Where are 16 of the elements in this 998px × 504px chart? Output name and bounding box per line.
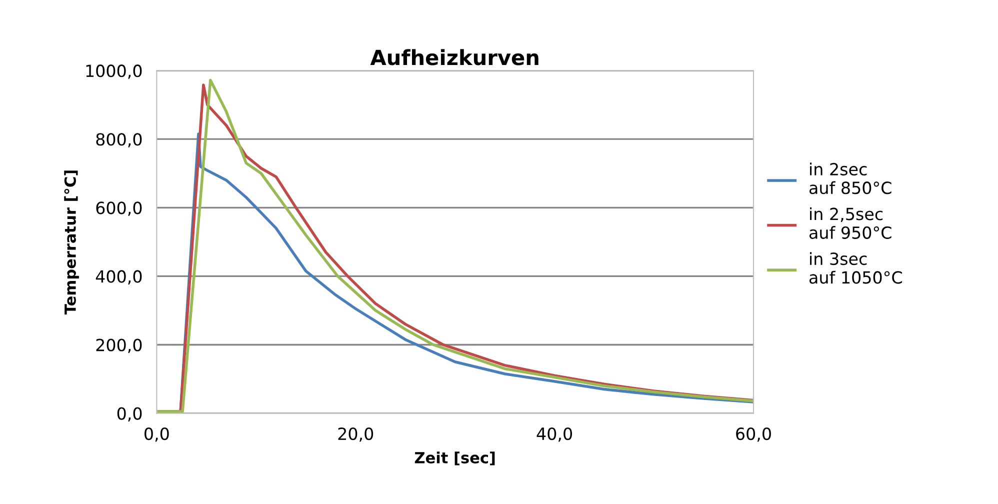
x-tick-label: 0,0 [144, 427, 169, 442]
y-tick-label: 400,0 [96, 270, 142, 284]
chart-title: Aufheizkurven [370, 49, 538, 66]
x-tick-label: 40,0 [536, 427, 572, 442]
y-tick-label: 200,0 [96, 338, 142, 354]
legend-label: in 2sec auf 850°C [809, 162, 892, 194]
y-axis-title: Temperratur [°C] [64, 170, 79, 314]
y-tick-label: 1000,0 [86, 64, 142, 79]
y-tick-label: 600,0 [96, 202, 142, 216]
x-tick-label: 60,0 [736, 427, 771, 442]
y-tick-label: 800,0 [96, 133, 142, 148]
y-tick-label: 0,0 [117, 407, 142, 422]
x-tick-label: 20,0 [338, 427, 374, 442]
legend-label: in 2,5sec auf 950°C [809, 207, 892, 239]
x-axis-title: Zeit [sec] [414, 452, 495, 466]
legend-label: in 3sec auf 1050°C [809, 252, 902, 284]
